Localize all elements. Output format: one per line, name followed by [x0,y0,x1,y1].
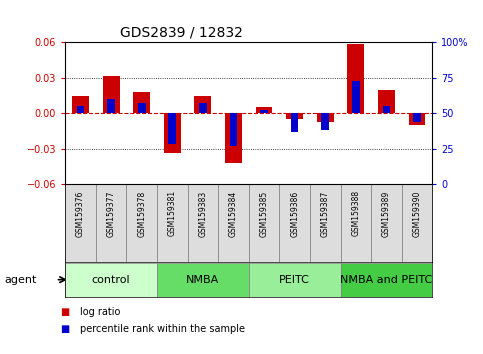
Bar [383,106,390,113]
Text: GSM159388: GSM159388 [351,190,360,236]
FancyBboxPatch shape [249,184,279,262]
Bar [195,96,211,113]
Bar [286,113,303,119]
Bar [352,81,360,113]
FancyBboxPatch shape [402,184,432,262]
FancyBboxPatch shape [187,184,218,262]
Text: GSM159384: GSM159384 [229,190,238,236]
Text: GSM159381: GSM159381 [168,190,177,236]
Text: ■: ■ [60,307,70,316]
Text: log ratio: log ratio [80,307,120,316]
Text: GSM159389: GSM159389 [382,190,391,236]
Bar [413,113,421,122]
FancyBboxPatch shape [127,184,157,262]
Text: GSM159387: GSM159387 [321,190,330,236]
Bar [291,113,298,132]
Text: percentile rank within the sample: percentile rank within the sample [80,324,245,334]
Bar [409,113,426,125]
Text: GSM159390: GSM159390 [412,190,422,237]
Text: NMBA and PEITC: NMBA and PEITC [341,275,432,285]
Text: NMBA: NMBA [186,275,219,285]
Bar [199,103,207,113]
FancyBboxPatch shape [371,184,402,262]
FancyBboxPatch shape [157,184,187,262]
FancyBboxPatch shape [249,263,341,297]
Bar [229,113,237,146]
Text: control: control [92,275,130,285]
Text: GSM159377: GSM159377 [107,190,115,237]
FancyBboxPatch shape [157,263,249,297]
FancyBboxPatch shape [218,184,249,262]
Bar [164,113,181,153]
Text: ■: ■ [60,324,70,334]
FancyBboxPatch shape [310,184,341,262]
Bar [225,113,242,163]
FancyBboxPatch shape [65,184,96,262]
FancyBboxPatch shape [279,184,310,262]
Bar [347,44,364,113]
Bar [77,106,85,113]
FancyBboxPatch shape [65,263,157,297]
Text: agent: agent [5,275,37,285]
Bar [133,92,150,113]
FancyBboxPatch shape [96,184,127,262]
Text: GSM159383: GSM159383 [199,190,207,236]
Text: GSM159376: GSM159376 [76,190,85,237]
Bar [72,96,89,113]
Text: GSM159385: GSM159385 [259,190,269,236]
Text: GDS2839 / 12832: GDS2839 / 12832 [120,26,243,40]
Bar [317,113,334,121]
Text: PEITC: PEITC [279,275,310,285]
FancyBboxPatch shape [341,184,371,262]
Bar [321,113,329,130]
Text: GSM159378: GSM159378 [137,190,146,236]
Text: GSM159386: GSM159386 [290,190,299,236]
Bar [103,75,119,113]
Bar [378,90,395,113]
Bar [107,99,115,113]
Bar [169,113,176,144]
FancyBboxPatch shape [341,263,432,297]
Bar [260,110,268,113]
Bar [138,103,145,113]
Bar [256,107,272,113]
